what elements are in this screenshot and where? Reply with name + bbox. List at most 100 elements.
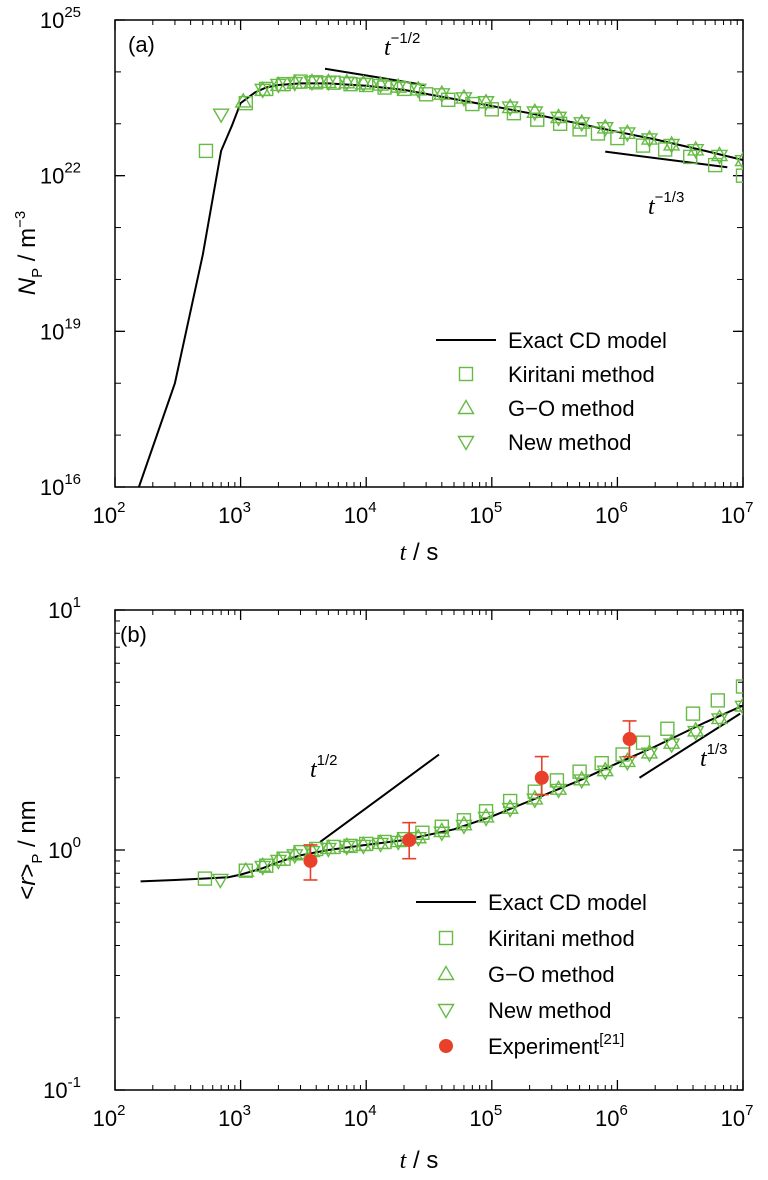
- legend-entry-label: Kiritani method: [508, 362, 655, 387]
- legend-marker-swatch: [458, 366, 474, 382]
- tick-mantissa: 10: [43, 1078, 67, 1103]
- data-point: [433, 84, 451, 100]
- legend-entry-label: G−O method: [508, 396, 635, 421]
- data-point: [455, 819, 473, 835]
- legend-entry: G−O method: [488, 962, 615, 987]
- tick-mantissa: 10: [721, 503, 745, 528]
- data-point: [710, 146, 729, 162]
- data-point: [526, 106, 544, 122]
- slope-symbol: t: [310, 757, 318, 783]
- tick-exponent: 5: [494, 499, 502, 516]
- slope-symbol: t: [384, 35, 392, 61]
- tick-mantissa: 10: [40, 319, 64, 344]
- y-tick-label: 100: [48, 834, 81, 863]
- slope-exponent: 1/2: [317, 752, 338, 769]
- tick-exponent: 16: [64, 471, 81, 488]
- slope-symbol: t: [648, 194, 656, 220]
- data-point: [526, 102, 544, 119]
- legend-marker-swatch: [438, 930, 454, 946]
- data-point: [389, 80, 407, 96]
- data-point: [734, 155, 743, 171]
- legend-entry: Experiment[21]: [488, 1031, 624, 1059]
- x-tick-label: 102: [93, 499, 126, 528]
- data-point: [477, 807, 495, 823]
- data-point: [710, 713, 729, 729]
- y-axis-bracket-open: <: [14, 886, 41, 900]
- data-point: [319, 839, 338, 855]
- legend-entry-label: New method: [488, 998, 612, 1023]
- y-axis-symbol: r: [14, 877, 41, 886]
- data-point: [734, 696, 743, 712]
- tick-mantissa: 10: [721, 1106, 745, 1131]
- data-point: [734, 700, 743, 716]
- data-point: [455, 88, 473, 104]
- y-axis-bracket-close: >: [14, 864, 41, 878]
- data-point: [286, 845, 304, 861]
- data-point: [707, 157, 723, 173]
- y-tick-label: 1019: [40, 315, 81, 344]
- data-point: [618, 123, 637, 140]
- legend-marker-swatch: [439, 1039, 453, 1053]
- data-point: [640, 747, 659, 763]
- data-point: [354, 836, 373, 852]
- data-point: [455, 92, 473, 108]
- data-point: [238, 95, 253, 111]
- data-point: [212, 108, 230, 124]
- data-point: [640, 133, 659, 149]
- data-point: [549, 111, 568, 127]
- data-point: [354, 839, 373, 855]
- data-point: [343, 838, 358, 854]
- x-tick-label: 104: [344, 499, 377, 528]
- x-tick-label: 106: [595, 499, 628, 528]
- data-point: [477, 811, 495, 827]
- data-point: [501, 802, 519, 819]
- tick-mantissa: 10: [469, 503, 493, 528]
- data-point: [662, 138, 681, 154]
- x-tick-label: 104: [344, 1102, 377, 1131]
- x-tick-label: 107: [721, 1102, 754, 1131]
- y-axis-unit: / nm: [14, 800, 41, 853]
- data-point: [338, 840, 356, 856]
- data-point: [286, 73, 304, 89]
- data-point: [501, 101, 519, 117]
- tick-mantissa: 10: [218, 503, 242, 528]
- data-point: [433, 88, 451, 104]
- x-tick-label: 105: [469, 499, 502, 528]
- data-point: [254, 856, 272, 872]
- slope-exponent: −1/3: [655, 189, 685, 206]
- legend-entry: Kiritani method: [488, 926, 635, 951]
- x-tick-label: 107: [721, 499, 754, 528]
- data-layer: [137, 67, 743, 487]
- slope-guide-line: [605, 150, 728, 169]
- x-axis-label: t / s: [400, 1147, 439, 1174]
- tick-mantissa: 10: [40, 164, 64, 189]
- tick-mantissa: 10: [48, 838, 72, 863]
- data-point: [319, 73, 338, 89]
- data-point: [596, 765, 614, 781]
- data-point: [534, 770, 549, 785]
- data-point: [549, 779, 568, 795]
- data-point: [710, 709, 729, 725]
- data-point: [309, 75, 324, 90]
- data-point: [549, 783, 568, 799]
- data-point: [573, 113, 591, 129]
- data-point: [303, 845, 321, 862]
- slope-exponent: 1/3: [707, 741, 728, 758]
- legend-entry-reference: [21]: [599, 1031, 624, 1048]
- y-tick-label: 1016: [40, 471, 81, 500]
- legend-entry-label: New method: [508, 430, 632, 455]
- tick-exponent: 0: [73, 834, 81, 851]
- tick-exponent: 2: [117, 1102, 125, 1119]
- legend-entry: Kiritani method: [508, 362, 655, 387]
- data-point: [572, 122, 587, 137]
- data-point: [686, 725, 705, 741]
- data-point: [269, 76, 288, 92]
- data-point: [662, 135, 681, 151]
- legend-marker-swatch: [437, 965, 455, 981]
- slope-label: t1/3: [700, 741, 728, 772]
- data-point: [269, 78, 288, 94]
- data-point: [526, 789, 544, 805]
- data-point: [371, 75, 390, 91]
- x-axis-unit: / s: [406, 1147, 438, 1174]
